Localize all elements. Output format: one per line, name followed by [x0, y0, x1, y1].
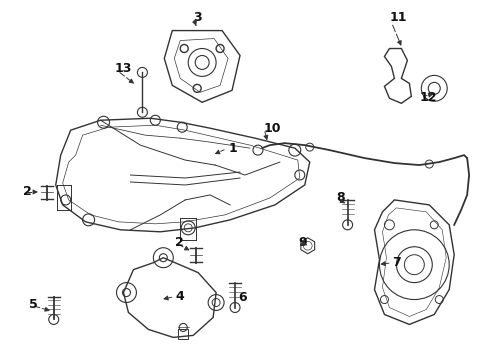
Text: 1: 1: [227, 141, 236, 155]
Text: 5: 5: [29, 298, 38, 311]
Text: 12: 12: [419, 91, 436, 104]
Bar: [178, 329, 188, 339]
Text: 10: 10: [264, 122, 281, 135]
Text: 8: 8: [336, 192, 345, 204]
Text: 3: 3: [193, 11, 202, 24]
Text: 2: 2: [23, 185, 32, 198]
Text: 11: 11: [388, 11, 406, 24]
Text: 2: 2: [175, 236, 183, 249]
Text: 13: 13: [114, 62, 132, 75]
Text: 7: 7: [392, 256, 400, 269]
Text: 9: 9: [298, 236, 307, 249]
Text: 4: 4: [175, 290, 183, 303]
Text: 6: 6: [238, 291, 246, 304]
